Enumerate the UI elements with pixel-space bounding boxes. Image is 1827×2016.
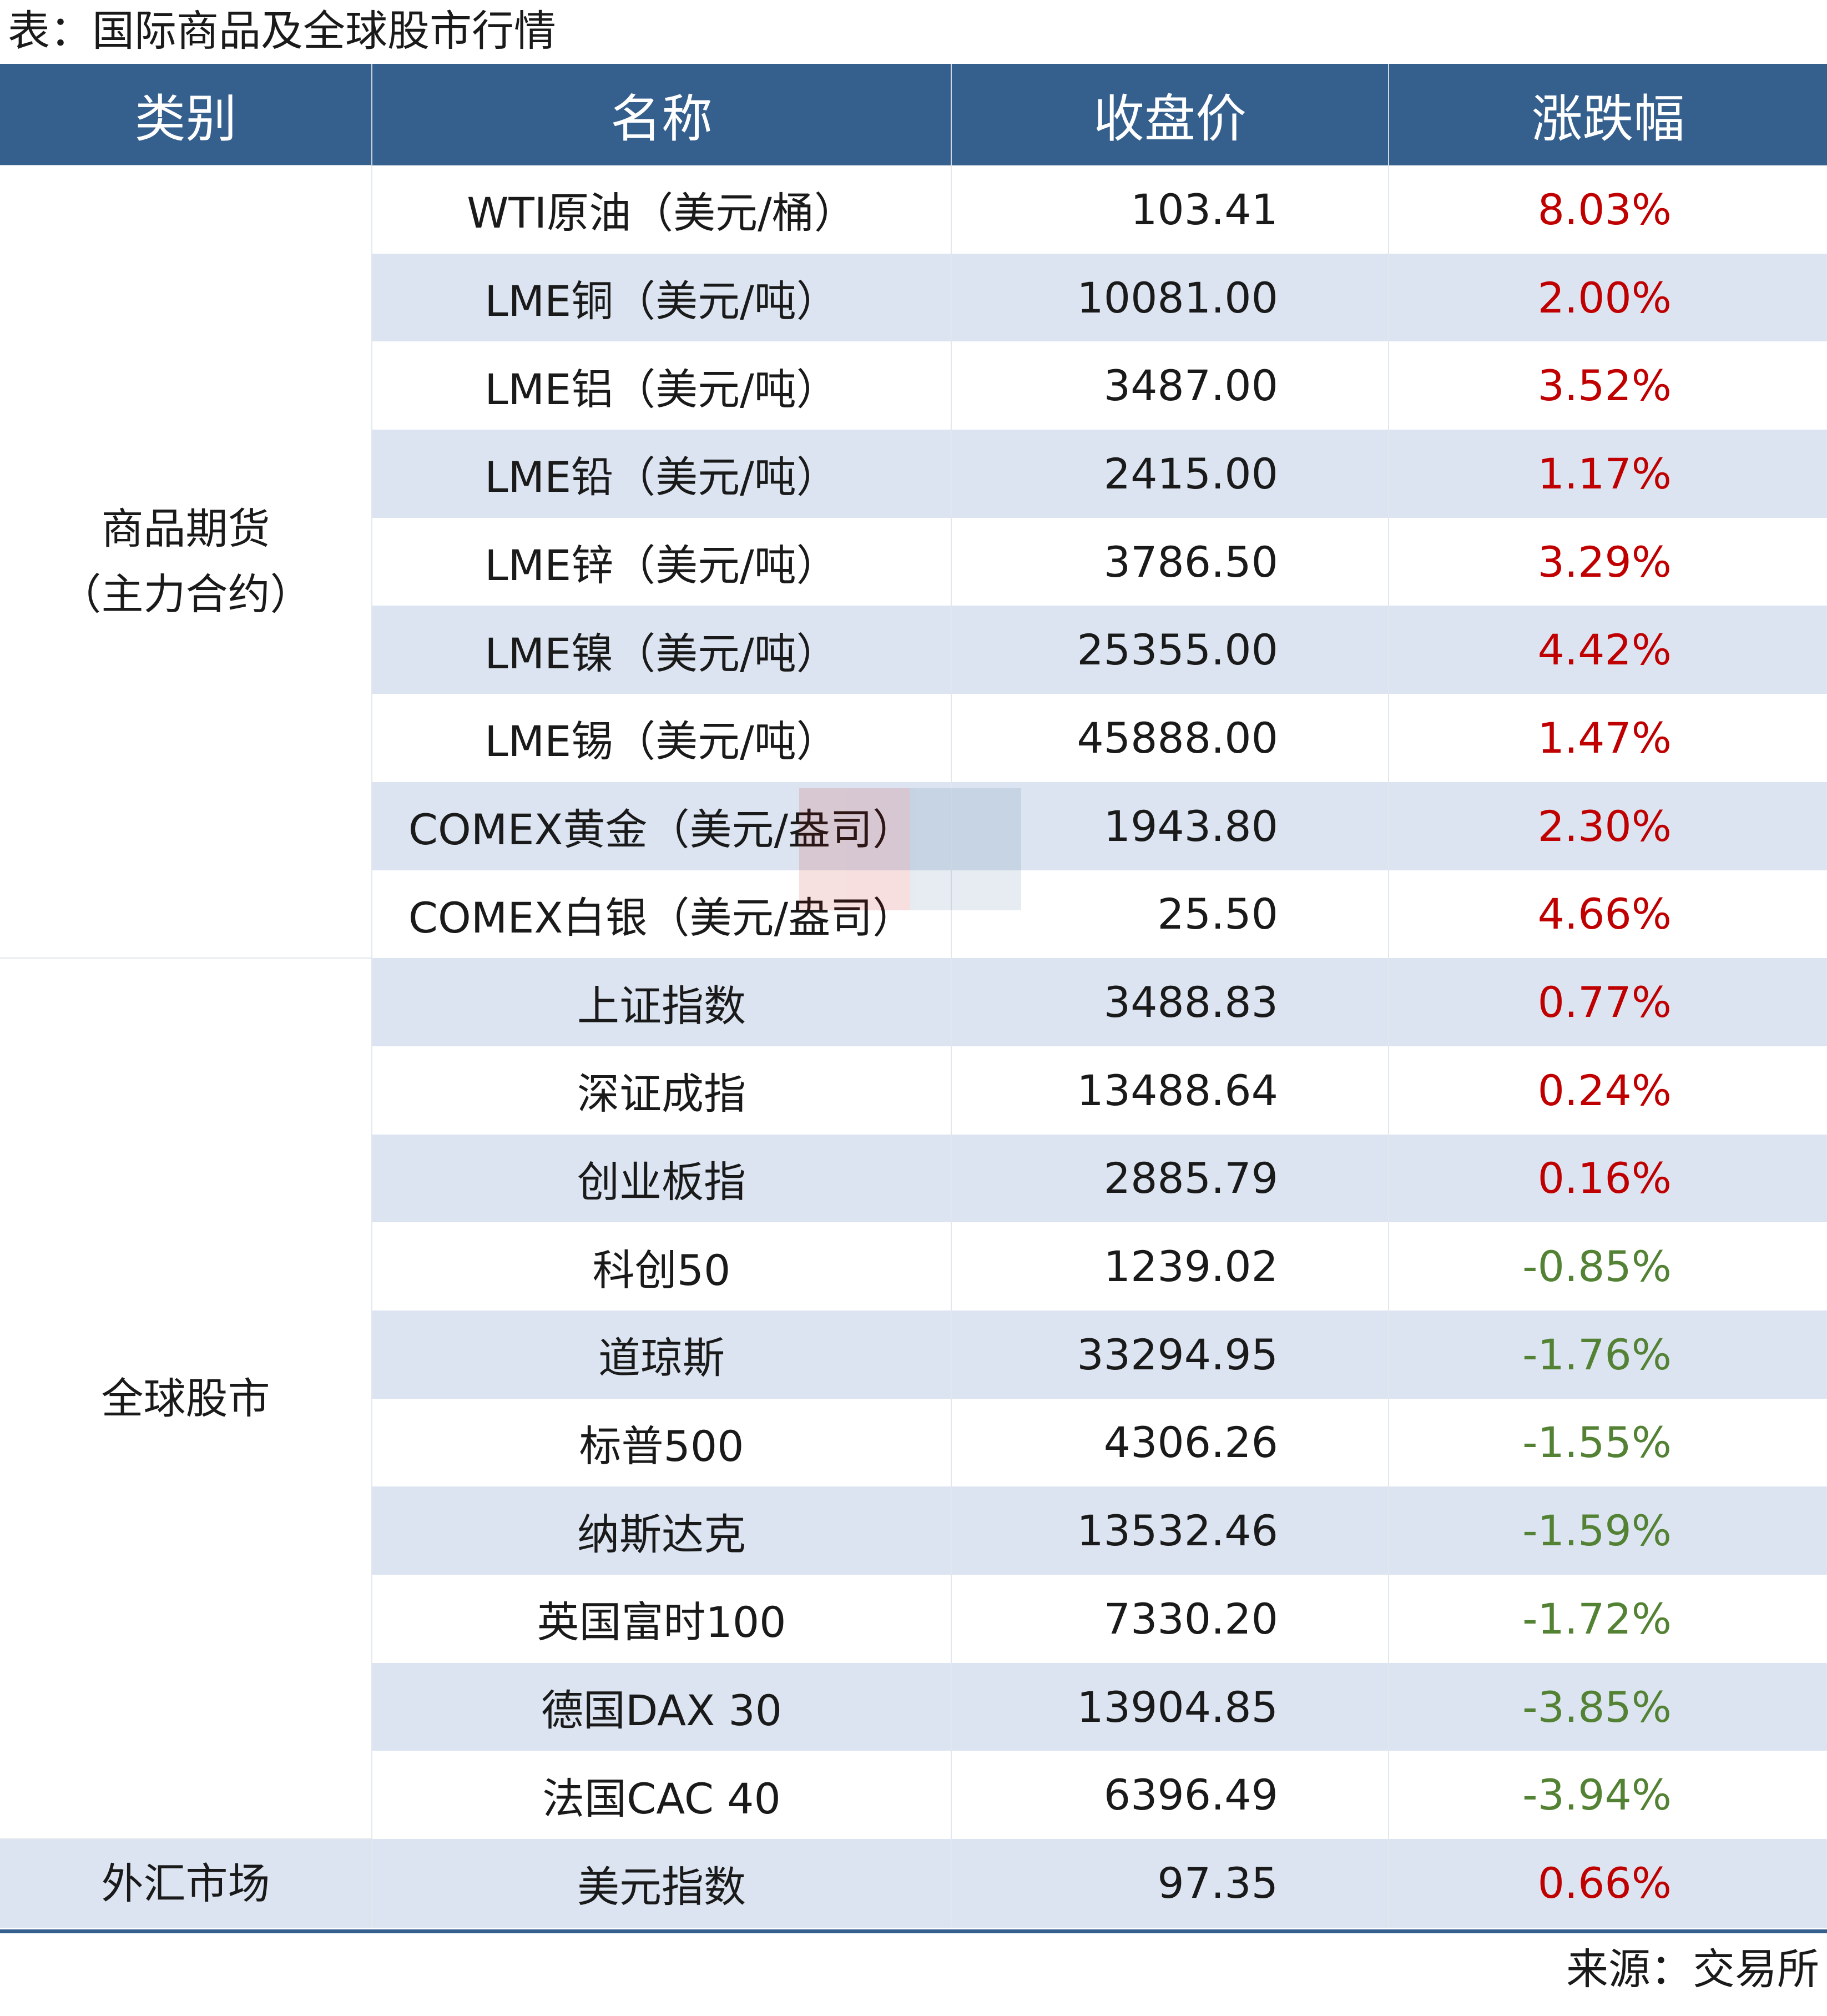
table-row: 英国富时100 7330.20 -1.72%	[0, 1575, 1827, 1663]
close-price: 10081.00	[951, 253, 1389, 342]
table-row: 全球股市 上证指数 3488.83 0.77%	[0, 957, 1827, 1839]
instrument-name: COMEX黄金（美元/盎司）	[371, 782, 951, 870]
close-price: 45888.00	[951, 694, 1389, 782]
table-row: LME铜（美元/吨） 10081.00 2.00%	[0, 253, 1827, 342]
change-pct: 0.77%	[1388, 958, 1827, 1046]
change-pct: 0.24%	[1388, 1046, 1827, 1135]
change-pct: -1.72%	[1388, 1575, 1827, 1663]
close-price: 3488.83	[951, 958, 1389, 1046]
table-row: 纳斯达克 13532.46 -1.59%	[0, 1486, 1827, 1575]
category-fx: 外汇市场	[0, 1838, 372, 1928]
instrument-name: COMEX白银（美元/盎司）	[371, 870, 951, 959]
change-pct: 3.52%	[1388, 341, 1827, 430]
close-price: 97.35	[951, 1839, 1389, 1928]
instrument-name: LME铅（美元/吨）	[371, 430, 951, 518]
close-price: 4306.26	[951, 1398, 1389, 1487]
table-row: LME锡（美元/吨） 45888.00 1.47%	[0, 694, 1827, 782]
table-row: 外汇市场 美元指数 97.35 0.66%	[0, 1838, 1827, 1928]
header-change-pct: 涨跌幅	[1388, 64, 1827, 165]
change-pct: 8.03%	[1388, 165, 1827, 254]
instrument-name: 上证指数	[371, 958, 951, 1046]
category-commodity: 商品期货 （主力合约）	[0, 164, 372, 959]
close-price: 1943.80	[951, 782, 1389, 870]
instrument-name: 标普500	[371, 1398, 951, 1487]
close-price: 13488.64	[951, 1046, 1389, 1135]
table-row: LME镍（美元/吨） 25355.00 4.42%	[0, 606, 1827, 694]
table-row: 科创50 1239.02 -0.85%	[0, 1222, 1827, 1311]
instrument-name: 德国DAX 30	[371, 1662, 951, 1751]
source-note: 来源：交易所	[1566, 1944, 1819, 1994]
close-price: 6396.49	[951, 1751, 1389, 1839]
table-row: 深证成指 13488.64 0.24%	[0, 1046, 1827, 1135]
category-label: 全球股市	[101, 1373, 270, 1423]
category-label: （主力合约）	[59, 569, 312, 619]
table-title: 表：国际商品及全球股市行情	[8, 6, 556, 56]
close-price: 3786.50	[951, 517, 1389, 606]
change-pct: 2.30%	[1388, 782, 1827, 870]
change-pct: -0.85%	[1388, 1222, 1827, 1311]
close-price: 13532.46	[951, 1486, 1389, 1575]
instrument-name: 深证成指	[371, 1046, 951, 1135]
header-close-price: 收盘价	[951, 64, 1389, 165]
header-category: 类别	[0, 64, 372, 165]
instrument-name: LME锌（美元/吨）	[371, 517, 951, 606]
change-pct: 1.47%	[1388, 694, 1827, 782]
category-global-stocks: 全球股市	[0, 957, 372, 1839]
close-price: 13904.85	[951, 1662, 1389, 1751]
category-label: 外汇市场	[101, 1858, 270, 1908]
close-price: 103.41	[951, 165, 1389, 254]
instrument-name: 法国CAC 40	[371, 1751, 951, 1839]
table-row: COMEX白银（美元/盎司） 25.50 4.66%	[0, 870, 1827, 959]
instrument-name: LME镍（美元/吨）	[371, 606, 951, 694]
change-pct: 4.42%	[1388, 606, 1827, 694]
instrument-name: WTI原油（美元/桶）	[371, 165, 951, 254]
change-pct: -1.55%	[1388, 1398, 1827, 1487]
change-pct: -1.76%	[1388, 1310, 1827, 1399]
table-row: LME锌（美元/吨） 3786.50 3.29%	[0, 517, 1827, 606]
change-pct: 1.17%	[1388, 430, 1827, 518]
instrument-name: 创业板指	[371, 1134, 951, 1223]
change-pct: 2.00%	[1388, 253, 1827, 342]
change-pct: -1.59%	[1388, 1486, 1827, 1575]
table-row: LME铅（美元/吨） 2415.00 1.17%	[0, 430, 1827, 518]
market-table: 类别 名称 收盘价 涨跌幅 商品期货 （主力合约） WTI原油（美元/桶） 103.4…	[0, 64, 1827, 1928]
close-price: 2415.00	[951, 430, 1389, 518]
instrument-name: 美元指数	[371, 1839, 951, 1928]
close-price: 25355.00	[951, 606, 1389, 694]
header-row: 类别 名称 收盘价 涨跌幅	[0, 64, 1827, 165]
close-price: 1239.02	[951, 1222, 1389, 1311]
change-pct: -3.94%	[1388, 1751, 1827, 1839]
close-price: 33294.95	[951, 1310, 1389, 1399]
instrument-name: LME铜（美元/吨）	[371, 253, 951, 342]
table-row: LME铝（美元/吨） 3487.00 3.52%	[0, 341, 1827, 430]
table-row: 法国CAC 40 6396.49 -3.94%	[0, 1751, 1827, 1839]
table-bottom-rule	[0, 1929, 1827, 1933]
header-name: 名称	[371, 64, 951, 165]
close-price: 2885.79	[951, 1134, 1389, 1223]
change-pct: 4.66%	[1388, 870, 1827, 959]
change-pct: -3.85%	[1388, 1662, 1827, 1751]
change-pct: 0.66%	[1388, 1839, 1827, 1928]
change-pct: 0.16%	[1388, 1134, 1827, 1223]
change-pct: 3.29%	[1388, 517, 1827, 606]
instrument-name: 科创50	[371, 1222, 951, 1311]
instrument-name: LME铝（美元/吨）	[371, 341, 951, 430]
table-row: 商品期货 （主力合约） WTI原油（美元/桶） 103.41 8.03%	[0, 164, 1827, 959]
close-price: 3487.00	[951, 341, 1389, 430]
table-row: 标普500 4306.26 -1.55%	[0, 1398, 1827, 1487]
table-row: 创业板指 2885.79 0.16%	[0, 1134, 1827, 1223]
table-row: COMEX黄金（美元/盎司） 1943.80 2.30%	[0, 782, 1827, 870]
instrument-name: LME锡（美元/吨）	[371, 694, 951, 782]
instrument-name: 英国富时100	[371, 1575, 951, 1663]
instrument-name: 纳斯达克	[371, 1486, 951, 1575]
category-label: 商品期货	[101, 504, 270, 554]
close-price: 7330.20	[951, 1575, 1389, 1663]
table-row: 德国DAX 30 13904.85 -3.85%	[0, 1662, 1827, 1751]
table-body: 商品期货 （主力合约） WTI原油（美元/桶） 103.41 8.03% LME铜（美元/…	[0, 164, 1827, 1928]
instrument-name: 道琼斯	[371, 1310, 951, 1399]
close-price: 25.50	[951, 870, 1389, 959]
table-row: 道琼斯 33294.95 -1.76%	[0, 1310, 1827, 1399]
